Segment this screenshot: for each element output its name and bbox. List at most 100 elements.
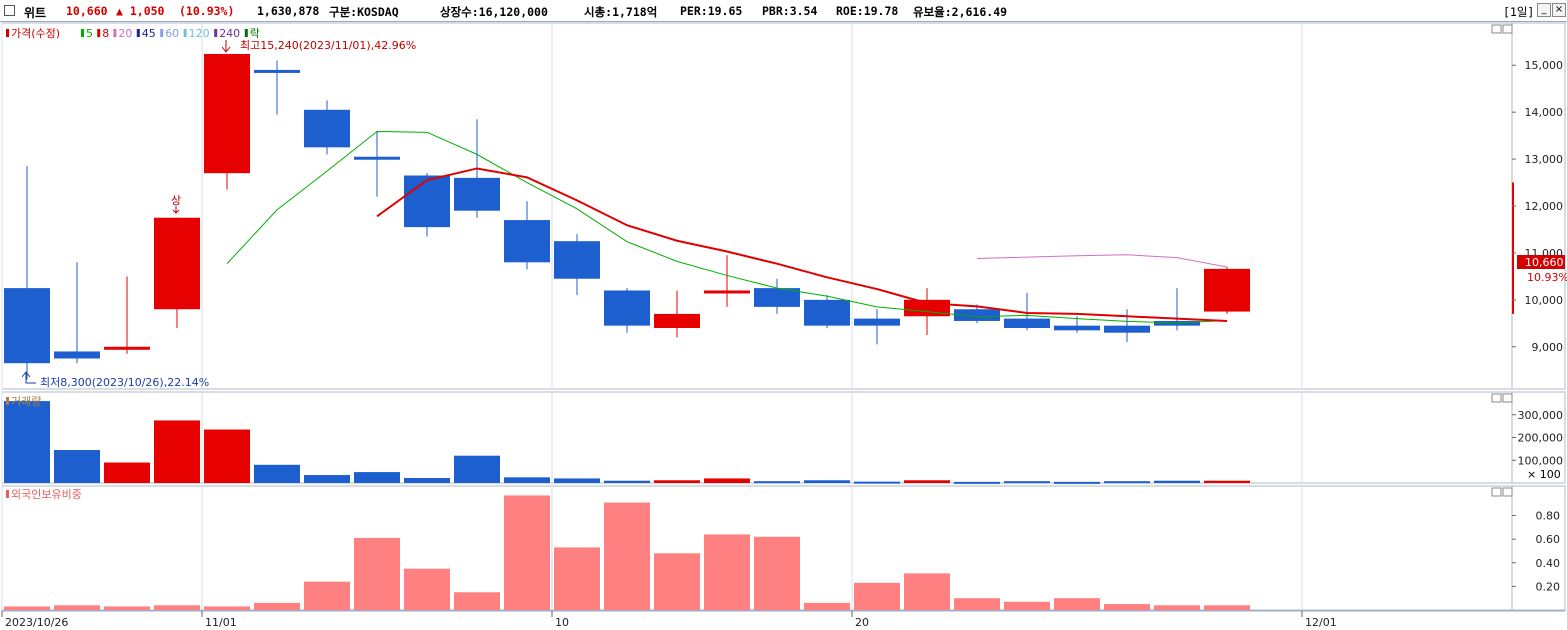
legend-swatch: [81, 29, 84, 37]
foreign-y-tick-label: 0.20: [1536, 580, 1561, 593]
legend-swatch: [136, 29, 140, 37]
trade-volume: 1,630,878: [257, 4, 320, 18]
volume-bar: [704, 478, 750, 483]
retention-ratio: 유보율:2,616.49: [913, 5, 1008, 19]
per-value: PER:19.65: [680, 4, 743, 18]
candle-body: [1104, 325, 1150, 333]
volume-bar: [254, 464, 300, 483]
foreign-ratio-bar: [854, 582, 900, 610]
low-arrow: [21, 371, 36, 384]
candle-body: [304, 109, 350, 148]
legend-label: 락: [250, 27, 260, 40]
legend-label: 240: [219, 27, 240, 40]
foreign-ratio-bar: [904, 573, 950, 610]
x-tick-label: 2023/10/26: [5, 616, 68, 629]
candles: [4, 53, 1514, 380]
foreign-ratio-bar: [204, 606, 250, 610]
annotations: 최고15,240(2023/11/01),42.96% 최저8,300(2023…: [21, 39, 1561, 481]
price-y-tick-label: 13,000: [1525, 153, 1564, 166]
last-price-label: 10,660: [1525, 256, 1564, 269]
volume-bar: [104, 462, 150, 483]
candle-body: [704, 290, 750, 294]
foreign-ratio-bars: [4, 495, 1250, 610]
candle-body: [654, 313, 700, 328]
foreign-ratio-bar: [1204, 605, 1250, 610]
period-button[interactable]: [1일]: [1503, 5, 1535, 19]
volume-panel-min-button: [1491, 393, 1502, 403]
foreign-ratio-bar: [754, 536, 800, 610]
price-panel-min-button: [1491, 24, 1502, 34]
foreign-ratio-bar: [1004, 601, 1050, 610]
volume-bar: [1054, 481, 1100, 484]
price-y-tick-label: 15,000: [1525, 59, 1564, 72]
candle-body: [1054, 325, 1100, 331]
legend-swatch: [160, 29, 164, 37]
pbr-value: PBR:3.54: [762, 4, 818, 18]
legend-swatch: [214, 29, 218, 37]
volume-legend-label: 거래량: [11, 395, 41, 408]
foreign-ratio-bar: [804, 602, 850, 610]
volume-y-tick-label: 200,000: [1518, 432, 1564, 445]
minimize-button[interactable]: _: [1537, 3, 1551, 17]
x-tick-label: 10: [555, 616, 569, 629]
listed-shares: 상장수:16,120,000: [440, 5, 548, 19]
foreign-ratio-bar: [404, 568, 450, 610]
market-type: 구분:KOSDAQ: [329, 5, 399, 19]
foreign-ratio-bar: [454, 592, 500, 610]
legend-label: 45: [142, 27, 156, 40]
volume-bar: [4, 401, 50, 483]
last-price-box: [1517, 255, 1565, 269]
x-tick-label: 12/01: [1305, 616, 1337, 629]
legend-label: 5: [86, 27, 93, 40]
candle-body: [754, 288, 800, 307]
volume-bar: [1104, 481, 1150, 484]
limit-up-annotation: 상: [171, 194, 181, 207]
legend-swatch: [97, 29, 101, 37]
close-button[interactable]: ×: [1552, 3, 1566, 17]
foreign-ratio-bar: [104, 606, 150, 610]
volume-bar: [204, 429, 250, 483]
high-annotation: 최고15,240(2023/11/01),42.96%: [240, 39, 416, 52]
foreign-ratio-bar: [4, 606, 50, 610]
foreign-ratio-bar: [154, 605, 200, 610]
price-y-tick-label: 9,000: [1532, 341, 1564, 354]
limit-up-arrow: [172, 206, 180, 214]
high-arrow: [221, 40, 231, 53]
stock-name: 위트: [24, 6, 47, 20]
price-change: ▲ 1,050: [116, 4, 165, 18]
volume-bar: [54, 450, 100, 483]
legend-label: 60: [165, 27, 179, 40]
foreign-ratio-bar: [1054, 598, 1100, 610]
select-checkbox[interactable]: [4, 5, 15, 16]
volume-bars: [4, 401, 1250, 484]
last-price-marker: 10,660 10.93%: [1517, 255, 1567, 284]
candle-body: [804, 299, 850, 326]
candle-body: [54, 351, 100, 359]
volume-bar: [354, 472, 400, 483]
volume-bar: [454, 455, 500, 483]
candle-body: [1204, 268, 1250, 312]
foreign-y-tick-label: 0.40: [1536, 557, 1561, 570]
volume-unit: × 100: [1527, 468, 1561, 481]
volume-bar: [904, 480, 950, 483]
foreign-legend-swatch: [6, 490, 9, 498]
low-annotation: 최저8,300(2023/10/26),22.14%: [40, 376, 209, 389]
foreign-ratio-bar: [554, 547, 600, 610]
legend-swatch: [244, 29, 248, 37]
candle-body: [854, 318, 900, 326]
grid-lines: [1, 23, 1303, 610]
price-y-tick-label: 10,000: [1525, 294, 1564, 307]
volume-y-tick-label: 100,000: [1518, 454, 1564, 467]
x-tick-label: 11/01: [205, 616, 237, 629]
foreign-legend-label: 외국인보유비중: [11, 488, 82, 501]
volume-bar: [804, 480, 850, 483]
candle-body: [154, 217, 200, 310]
moving-averages: [226, 130, 1228, 324]
foreign-panel-min-button: [1491, 487, 1502, 497]
foreign-ratio-bar: [254, 602, 300, 610]
current-price: 10,660: [66, 4, 108, 18]
foreign-ratio-bar: [1104, 604, 1150, 610]
legend-swatch: [113, 29, 117, 37]
legend-label: 8: [102, 27, 109, 40]
last-pct-label: 10.93%: [1527, 271, 1567, 284]
